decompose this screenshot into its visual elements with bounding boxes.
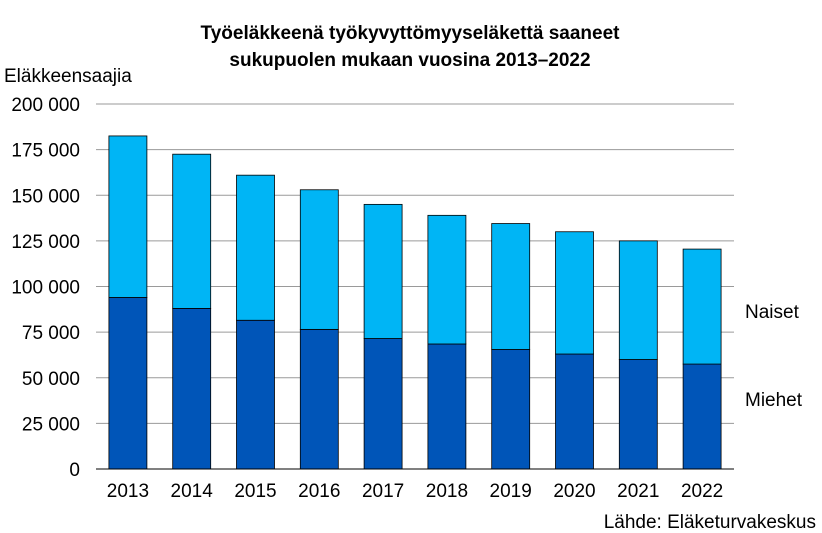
bar-naiset-2021 (618, 240, 658, 360)
x-tick-label: 2016 (298, 481, 340, 502)
bar-naiset-2018 (427, 214, 467, 345)
bar-naiset-2016 (299, 189, 339, 330)
x-tick-label: 2019 (490, 481, 532, 502)
bar-miehet-2015 (236, 319, 275, 470)
x-tick-label: 2021 (617, 481, 659, 502)
x-tick-label: 2018 (426, 481, 468, 502)
y-tick-label: 75 000 (22, 323, 80, 344)
bar-miehet-2014 (172, 307, 212, 470)
source-note: Lähde: Eläketurvakeskus (604, 512, 816, 533)
bar-miehet-2020 (555, 353, 594, 470)
bar-naiset-2015 (236, 174, 275, 321)
bar-miehet-2019 (491, 349, 531, 470)
bar-naiset-2013 (108, 135, 148, 298)
chart-title-line-1: Työeläkkeenä työkyvyttömyyseläkettä saan… (201, 23, 621, 44)
bar-naiset-2017 (363, 203, 403, 339)
bar-miehet-2018 (427, 343, 467, 470)
bar-miehet-2017 (363, 338, 403, 470)
x-tick-label: 2015 (234, 481, 276, 502)
bar-miehet-2022 (682, 363, 722, 470)
x-tick-label: 2022 (681, 481, 723, 502)
y-tick-label: 50 000 (22, 369, 80, 390)
y-axis-label: Eläkkeensaajia (4, 66, 132, 87)
x-tick-label: 2013 (107, 481, 149, 502)
y-tick-label: 100 000 (11, 278, 80, 299)
y-tick-label: 175 000 (11, 141, 80, 162)
y-tick-label: 25 000 (22, 414, 80, 435)
bar-naiset-2020 (555, 231, 594, 355)
legend-naiset: Naiset (745, 302, 800, 323)
bar-naiset-2019 (491, 223, 531, 350)
x-tick-label: 2017 (362, 481, 404, 502)
y-tick-label: 150 000 (11, 186, 80, 207)
bar-miehet-2021 (618, 359, 658, 470)
y-tick-label: 0 (69, 460, 80, 481)
bar-miehet-2016 (299, 328, 339, 470)
x-tick-label: 2020 (553, 481, 595, 502)
chart-title-line-2: sukupuolen mukaan vuosina 2013–2022 (229, 50, 590, 71)
y-tick-label: 200 000 (11, 95, 80, 116)
x-tick-labels: 2013 2014 2015 2016 2017 2018 2019 2020 2021 2022 (107, 481, 723, 502)
bars (108, 135, 722, 470)
bar-naiset-2014 (172, 153, 212, 309)
bar-naiset-2022 (682, 248, 722, 365)
y-tick-labels: 0 25 000 50 000 75 000 100 000 125 000 150 000… (11, 95, 80, 481)
y-tick-label: 125 000 (11, 232, 80, 253)
bar-miehet-2013 (108, 297, 148, 470)
legend-miehet: Miehet (745, 390, 803, 411)
x-tick-label: 2014 (171, 481, 214, 502)
